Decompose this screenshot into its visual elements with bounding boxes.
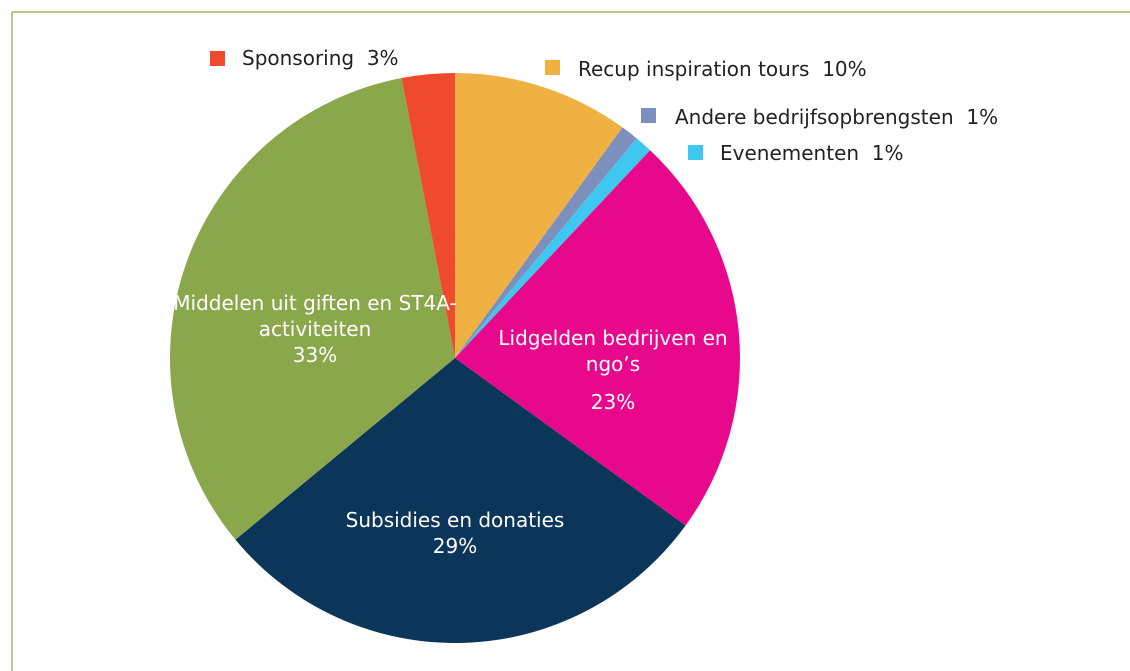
legend-swatch <box>641 108 656 123</box>
slice-label: Recup inspiration tours 10% <box>578 57 867 81</box>
slice-value: 1% <box>871 141 904 165</box>
slice-name: Middelen uit giften en ST4A-activiteiten <box>173 291 457 341</box>
slice-label: Sponsoring 3% <box>242 46 399 70</box>
slice-name: Lidgelden bedrijven en ngo’s <box>498 326 728 376</box>
slice-name: Evenementen <box>720 141 860 165</box>
slice-name: Sponsoring <box>242 46 355 70</box>
pie-slice <box>170 78 455 540</box>
pie-slice <box>455 138 651 358</box>
pie-slice <box>235 358 686 644</box>
legend-swatch <box>210 51 225 66</box>
slice-value: 33% <box>292 343 338 367</box>
slice-name: Andere bedrijfsopbrengsten <box>675 105 954 129</box>
pie-slice <box>455 150 741 526</box>
slice-value: 29% <box>432 534 478 558</box>
slice-label: Lidgelden bedrijven en ngo’s 23% <box>493 325 733 415</box>
slice-value: 3% <box>366 46 399 70</box>
slice-value: 1% <box>966 105 999 129</box>
slice-value: 10% <box>822 57 867 81</box>
pie-slice <box>455 127 637 359</box>
slice-name: Subsidies en donaties <box>345 508 565 532</box>
pie-slice <box>455 73 623 358</box>
slice-value: 23% <box>590 390 636 414</box>
legend-swatch <box>545 60 560 75</box>
slice-label: Evenementen 1% <box>720 141 904 165</box>
legend-swatch <box>688 145 703 160</box>
slice-label: Middelen uit giften en ST4A-activiteiten… <box>170 290 460 368</box>
slice-name: Recup inspiration tours <box>578 57 810 81</box>
slice-label: Subsidies en donaties 29% <box>305 507 605 559</box>
pie-slice <box>401 73 455 358</box>
slice-label: Andere bedrijfsopbrengsten 1% <box>675 105 998 129</box>
